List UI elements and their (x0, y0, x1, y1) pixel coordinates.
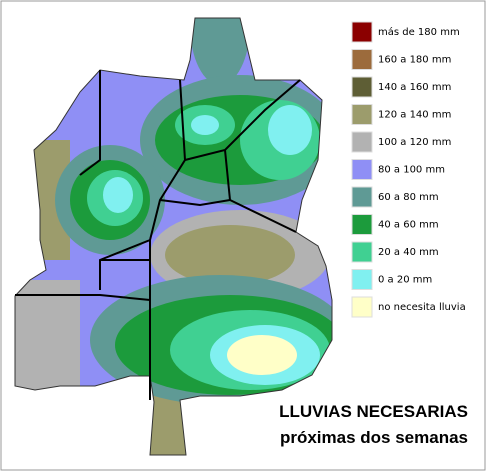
legend-label: 20 a 40 mm (378, 247, 439, 258)
legend-swatch (351, 131, 373, 153)
legend-swatch (351, 296, 373, 318)
legend-label: 80 a 100 mm (378, 165, 445, 176)
legend-swatch (351, 269, 373, 290)
legend-swatch (351, 21, 373, 43)
legend-swatch (351, 76, 373, 98)
legend-label: 60 a 80 mm (378, 192, 439, 203)
legend-label: 140 a 160 mm (378, 82, 451, 93)
legend-swatch (351, 214, 373, 235)
legend-label: no necesita lluvia (378, 302, 466, 313)
legend-label: 0 a 20 mm (378, 275, 432, 286)
legend-label: 160 a 180 mm (378, 55, 451, 66)
legend-label: 40 a 60 mm (378, 220, 439, 231)
map-subtitle: próximas dos semanas (280, 428, 468, 447)
legend-swatch (351, 49, 373, 70)
legend-swatch (351, 241, 373, 263)
province-borders (15, 70, 301, 400)
legend-label: más de 180 mm (378, 26, 460, 38)
map-title: LLUVIAS NECESARIAS (279, 402, 468, 421)
outline (14, 17, 333, 456)
legend-swatch (351, 159, 373, 180)
legend-label: 100 a 120 mm (378, 137, 451, 148)
legend-swatch (351, 104, 373, 125)
legend: más de 180 mm 160 a 180 mm 140 a 160 mm 120… (351, 21, 466, 318)
legend-label: 120 a 140 mm (378, 110, 451, 121)
legend-swatch (351, 186, 373, 208)
